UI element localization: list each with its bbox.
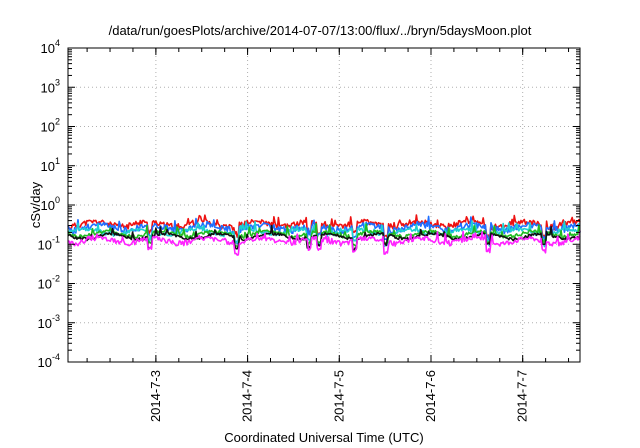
y-tick-label: 10-3 xyxy=(38,313,60,331)
grid xyxy=(68,48,580,362)
series-layer xyxy=(67,214,581,256)
y-tick-label: 102 xyxy=(41,117,60,135)
y-tick-label: 10-1 xyxy=(38,234,60,252)
y-tick-label: 100 xyxy=(41,195,60,213)
series-line xyxy=(67,222,581,249)
y-tick-label: 104 xyxy=(41,38,60,56)
x-tick-label: 2014-7-6 xyxy=(423,370,438,422)
x-tick-label: 2014-7-7 xyxy=(515,370,530,422)
x-axis-title: Coordinated Universal Time (UTC) xyxy=(224,430,423,445)
y-tick-label: 10-4 xyxy=(38,352,60,370)
series-line xyxy=(67,230,581,256)
y-tick-label: 103 xyxy=(41,77,60,95)
x-tick-label: 2014-7-4 xyxy=(240,370,255,422)
axis-ticks: 10-4 10-3 10-2 10-1 100 101 102 103 104 2014-7-3 2… xyxy=(38,38,580,422)
y-axis-title: cSv/day xyxy=(28,181,43,228)
y-tick-label: 101 xyxy=(41,156,60,174)
x-tick-label: 2014-7-5 xyxy=(331,370,346,422)
y-tick-label: 10-2 xyxy=(38,274,60,292)
chart-title: /data/run/goesPlots/archive/2014-07-07/1… xyxy=(109,23,532,38)
x-tick-label: 2014-7-3 xyxy=(148,370,163,422)
